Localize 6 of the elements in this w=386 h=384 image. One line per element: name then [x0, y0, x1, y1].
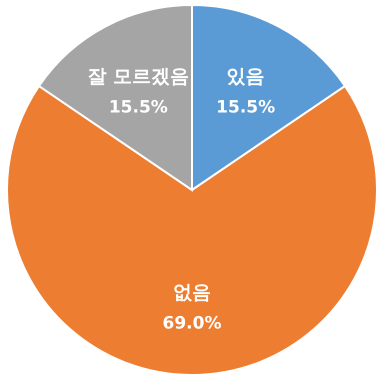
slice-label: 없음	[173, 282, 211, 304]
slice-label: 있음	[226, 66, 265, 88]
data-label: 69.0%	[162, 314, 222, 334]
data-label: 15.5%	[108, 98, 168, 118]
data-label: 15.5%	[216, 98, 276, 118]
slice-label: 잘 모르겠음	[88, 66, 190, 88]
